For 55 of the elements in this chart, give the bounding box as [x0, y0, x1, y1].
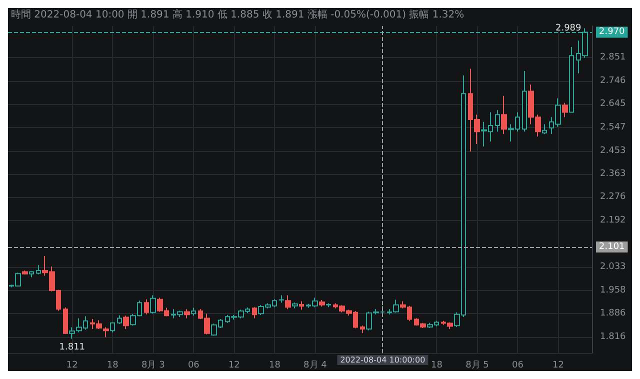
y-tick-label: 2.746: [600, 76, 626, 86]
x-tick-label: 18: [268, 360, 281, 370]
x-tick-label: 06: [512, 360, 524, 370]
candlestick: [117, 314, 122, 324]
y-tick-label: 2.033: [600, 262, 626, 272]
candlestick: [22, 270, 28, 276]
y-tick-label: 2.276: [600, 192, 626, 202]
y-tick-label: 2.363: [600, 168, 626, 179]
y-tick-label: 2.851: [600, 52, 626, 63]
x-tick-label: 12: [552, 360, 564, 370]
x-tick-label: 06: [188, 360, 200, 370]
candlestick: [285, 294, 291, 310]
candlestick: [569, 46, 574, 113]
candlestick: [110, 322, 115, 333]
candlestick: [191, 307, 196, 316]
candlestick: [326, 302, 331, 308]
candlestick: [299, 300, 304, 310]
ref-line-label: 2.970: [599, 27, 626, 38]
candlestick: [150, 294, 156, 314]
y-tick-label: 1.816: [600, 332, 626, 342]
candlestick: [495, 109, 500, 132]
x-tick-label: 12: [66, 360, 78, 370]
y-tick-label: 2.453: [600, 146, 626, 156]
candlestick: [501, 95, 507, 135]
candlestick: [36, 264, 41, 275]
candlestick: [123, 315, 129, 330]
candlestick: [542, 124, 547, 135]
y-tick-label: 2.547: [600, 122, 626, 132]
candlestick: [29, 270, 34, 278]
candlestick: [522, 70, 527, 132]
candlestick: [319, 300, 325, 307]
annotation: 1.811: [59, 342, 86, 352]
x-tick-label: 8月 4: [304, 360, 328, 370]
candlestick: [252, 306, 257, 319]
y-tick-label: 1.886: [600, 308, 626, 319]
y-tick-label: 1.958: [600, 285, 626, 296]
ref-line-label: 2.101: [599, 242, 625, 252]
candlestick: [144, 298, 149, 315]
candlestick: [63, 306, 68, 335]
candlestick: [184, 308, 190, 319]
x-tick-label: 18: [106, 360, 119, 370]
x-tick-label: 8月 3: [141, 360, 165, 370]
candlestick: [279, 294, 284, 304]
y-tick-label: 2.192: [600, 215, 626, 226]
candlestick: [292, 302, 298, 309]
candlestick: [562, 102, 568, 118]
x-tick-label: 12: [228, 360, 240, 370]
candlestick: [360, 325, 365, 334]
candlestick: [103, 326, 109, 338]
text: 時間 2022-08-04 10:00 開 1.891 高 1.910 低 1.885 收 1.891 漲幅 -0.05%(-0.001) 振幅 1.32%: [11, 8, 464, 20]
annotation: 2.989: [555, 23, 582, 34]
x-tick-label: 18: [430, 360, 443, 370]
y-tick-label: 2.645: [600, 99, 626, 110]
ref-line-label: 2022-08-04 10:00:00: [340, 356, 426, 364]
x-tick-label: 8月 5: [466, 360, 489, 370]
